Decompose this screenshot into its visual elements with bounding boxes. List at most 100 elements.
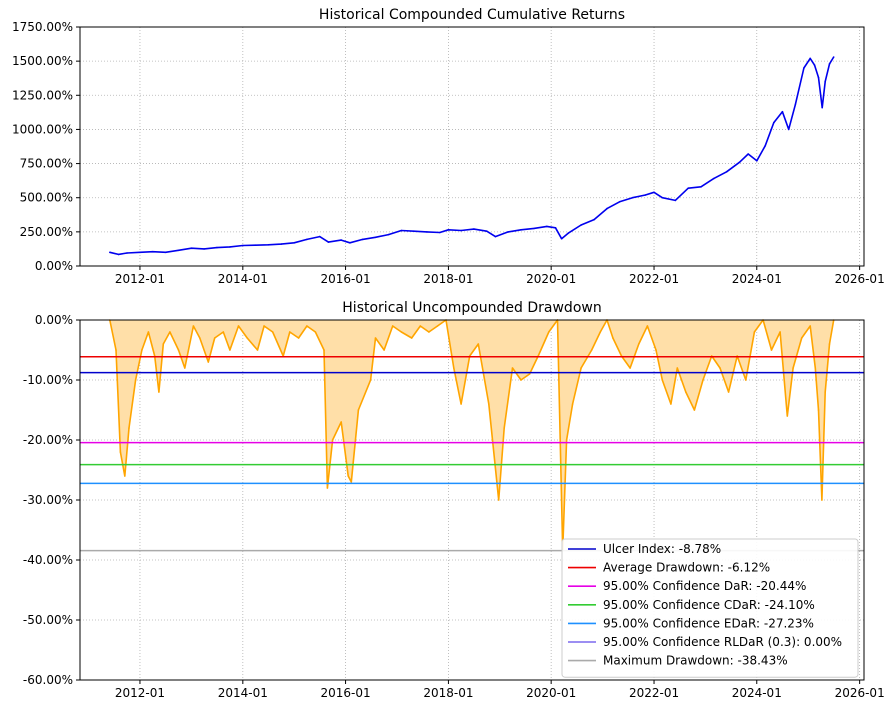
data-point — [177, 249, 180, 252]
legend: Ulcer Index: -8.78% Average Drawdown: -6.… — [561, 538, 859, 678]
data-point — [331, 439, 334, 441]
data-point — [473, 228, 475, 230]
y-tick-label: -50.00% — [23, 613, 73, 627]
data-point — [387, 233, 390, 236]
data-point — [745, 379, 747, 381]
data-point — [565, 439, 568, 441]
y-tick-label: 0.00% — [35, 313, 73, 327]
data-point — [693, 409, 696, 411]
data-point — [770, 349, 773, 351]
data-point — [184, 367, 186, 369]
data-point — [773, 121, 775, 124]
data-point — [216, 246, 218, 249]
data-point — [350, 481, 353, 483]
data-point — [503, 427, 506, 429]
data-point — [719, 367, 721, 369]
data-point — [254, 244, 257, 246]
legend-label: 95.00% Confidence EDaR: -27.23% — [603, 616, 814, 630]
data-point — [817, 76, 820, 79]
data-point — [756, 160, 758, 162]
data-point — [400, 229, 403, 232]
data-point — [571, 403, 574, 405]
data-point — [781, 110, 784, 113]
cumulative-returns-line — [109, 56, 835, 256]
data-point — [119, 451, 122, 453]
series-bottom — [109, 319, 835, 552]
x-tick-label: 2018-01 — [423, 272, 473, 286]
data-point — [486, 230, 488, 232]
data-point — [357, 409, 360, 411]
data-point — [323, 349, 325, 351]
data-point — [809, 325, 811, 327]
data-point — [139, 251, 141, 254]
data-point — [803, 67, 805, 69]
data-point — [349, 242, 351, 244]
data-point — [237, 325, 240, 327]
data-point — [374, 236, 377, 239]
data-point — [676, 367, 679, 369]
data-point — [528, 373, 531, 375]
y-ticks-top: 0.00% 250.00% 500.00% 750.00% 1000.00% 1250.0… — [12, 20, 80, 273]
data-point — [674, 199, 677, 202]
data-point — [426, 231, 428, 233]
risk-lines — [80, 355, 864, 552]
data-point — [507, 231, 509, 233]
data-point — [779, 331, 781, 333]
data-point — [190, 247, 193, 249]
data-point — [229, 349, 231, 351]
x-tick-label: 2022-01 — [629, 686, 679, 700]
data-point — [229, 246, 231, 248]
data-point — [413, 230, 415, 232]
data-point — [436, 325, 439, 327]
x-tick-label: 2024-01 — [732, 686, 782, 700]
data-point — [213, 337, 216, 339]
data-point — [832, 56, 835, 58]
data-point — [460, 229, 462, 232]
data-point — [280, 243, 283, 245]
data-point — [152, 250, 154, 253]
data-point — [192, 325, 195, 327]
x-tick-label: 2018-01 — [423, 686, 473, 700]
x-tick-label: 2020-01 — [526, 272, 576, 286]
data-point — [800, 337, 803, 339]
data-point — [439, 231, 441, 234]
data-point — [267, 244, 270, 246]
y-tick-label: 250.00% — [20, 225, 73, 239]
y-tick-label: -10.00% — [23, 373, 73, 387]
plot-frame-top — [79, 26, 865, 267]
y-tick-label: 500.00% — [20, 191, 73, 205]
data-point — [618, 201, 621, 203]
data-point — [700, 186, 702, 188]
legend-label: 95.00% Confidence RLDaR (0.3): 0.00% — [603, 635, 842, 649]
data-point — [391, 325, 394, 327]
data-point — [821, 106, 823, 109]
x-tick-label: 2016-01 — [320, 686, 370, 700]
data-point — [593, 218, 595, 221]
data-point — [169, 331, 171, 333]
y-ticks-bottom: 0.00% -10.00% -20.00% -30.00% -40.00% -50.00%… — [23, 313, 80, 687]
data-point — [340, 421, 343, 423]
data-point — [824, 80, 826, 83]
x-ticks-top: 2012-01 2014-01 2016-01 2018-01 2020-01 2022-… — [115, 266, 885, 286]
data-point — [318, 235, 321, 238]
data-point — [340, 239, 343, 241]
data-point — [631, 196, 634, 199]
data-point — [374, 337, 377, 339]
data-point — [813, 64, 816, 66]
data-point — [794, 104, 797, 106]
data-point — [263, 325, 265, 327]
data-point — [670, 403, 672, 405]
data-point — [567, 232, 569, 234]
data-point — [477, 343, 480, 345]
x-tick-label: 2014-01 — [218, 686, 268, 700]
data-point — [289, 331, 291, 333]
cumulative-returns-chart: Historical Compounded Cumulative Returns… — [12, 7, 885, 286]
data-point — [606, 207, 608, 210]
data-point — [702, 379, 704, 381]
legend-label: Ulcer Index: -8.78% — [603, 542, 721, 556]
data-point — [687, 187, 689, 189]
data-point — [124, 475, 126, 477]
data-point — [580, 367, 582, 369]
data-point — [162, 343, 165, 345]
